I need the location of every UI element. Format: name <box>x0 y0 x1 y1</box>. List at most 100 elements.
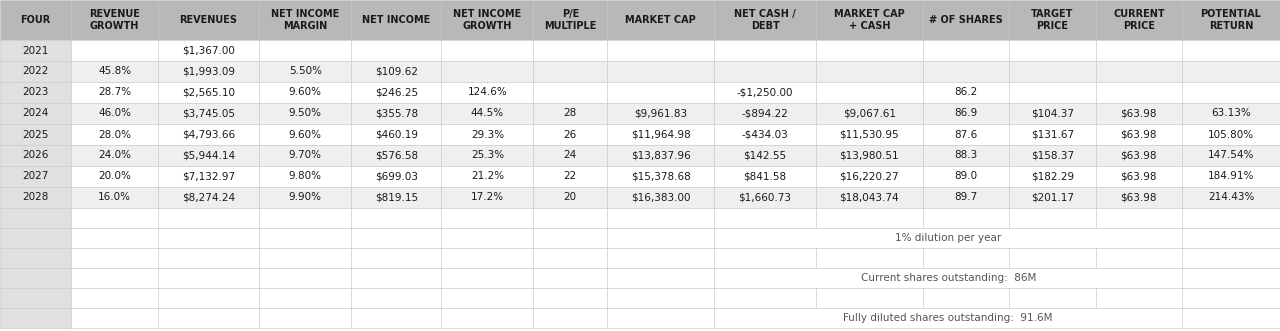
Text: 86.9: 86.9 <box>955 109 978 118</box>
Bar <box>352 308 442 328</box>
Bar <box>607 308 714 328</box>
Text: -$434.03: -$434.03 <box>741 129 788 139</box>
Bar <box>352 103 442 124</box>
Bar <box>352 145 442 166</box>
Text: $109.62: $109.62 <box>375 67 417 76</box>
Bar <box>260 145 352 166</box>
Bar <box>607 124 714 145</box>
Text: 5.50%: 5.50% <box>289 67 321 76</box>
Bar <box>815 40 923 61</box>
Bar <box>352 228 442 248</box>
Bar <box>72 248 157 268</box>
Text: 28.7%: 28.7% <box>99 87 131 98</box>
Bar <box>1181 166 1280 187</box>
Bar <box>1009 124 1096 145</box>
Text: $4,793.66: $4,793.66 <box>182 129 236 139</box>
Bar <box>157 288 260 308</box>
Bar <box>442 124 534 145</box>
Bar <box>1009 0 1096 40</box>
Text: $7,132.97: $7,132.97 <box>182 171 236 181</box>
Text: 28.0%: 28.0% <box>99 129 131 139</box>
Bar <box>607 208 714 228</box>
Text: $104.37: $104.37 <box>1030 109 1074 118</box>
Bar <box>442 187 534 208</box>
Bar <box>72 145 157 166</box>
Bar <box>714 124 815 145</box>
Bar <box>607 82 714 103</box>
Bar <box>442 40 534 61</box>
Text: $9,961.83: $9,961.83 <box>634 109 687 118</box>
Bar <box>923 208 1009 228</box>
Bar <box>0 187 72 208</box>
Bar <box>442 145 534 166</box>
Text: 88.3: 88.3 <box>955 151 978 161</box>
Bar <box>1009 61 1096 82</box>
Text: 9.70%: 9.70% <box>289 151 321 161</box>
Bar <box>815 61 923 82</box>
Bar <box>0 124 72 145</box>
Bar <box>1181 208 1280 228</box>
Text: -$1,250.00: -$1,250.00 <box>737 87 794 98</box>
Bar <box>442 0 534 40</box>
Text: Current shares outstanding:  86M: Current shares outstanding: 86M <box>860 273 1036 283</box>
Bar <box>923 248 1009 268</box>
Bar <box>157 208 260 228</box>
Bar <box>923 145 1009 166</box>
Text: $63.98: $63.98 <box>1120 193 1157 203</box>
Bar <box>923 40 1009 61</box>
Text: 22: 22 <box>563 171 577 181</box>
Bar <box>714 208 815 228</box>
Bar <box>607 145 714 166</box>
Bar <box>1181 187 1280 208</box>
Bar <box>1181 40 1280 61</box>
Text: Fully diluted shares outstanding:  91.6M: Fully diluted shares outstanding: 91.6M <box>844 313 1053 323</box>
Bar <box>352 82 442 103</box>
Bar <box>72 208 157 228</box>
Bar <box>352 208 442 228</box>
Text: $142.55: $142.55 <box>744 151 787 161</box>
Text: $16,383.00: $16,383.00 <box>631 193 690 203</box>
Bar <box>923 124 1009 145</box>
Bar <box>607 187 714 208</box>
Bar <box>1181 124 1280 145</box>
Text: 26: 26 <box>563 129 577 139</box>
Bar <box>260 308 352 328</box>
Bar <box>260 82 352 103</box>
Bar <box>72 40 157 61</box>
Text: $15,378.68: $15,378.68 <box>631 171 691 181</box>
Text: 1% dilution per year: 1% dilution per year <box>895 233 1001 243</box>
Bar <box>534 228 607 248</box>
Text: 9.50%: 9.50% <box>289 109 321 118</box>
Text: MARKET CAP
+ CASH: MARKET CAP + CASH <box>833 9 905 30</box>
Bar <box>352 0 442 40</box>
Text: 147.54%: 147.54% <box>1208 151 1254 161</box>
Bar <box>607 40 714 61</box>
Bar <box>534 268 607 288</box>
Bar <box>607 61 714 82</box>
Bar <box>442 103 534 124</box>
Text: 16.0%: 16.0% <box>99 193 131 203</box>
Text: 2022: 2022 <box>23 67 49 76</box>
Bar <box>0 0 72 40</box>
Bar <box>1009 187 1096 208</box>
Text: $1,367.00: $1,367.00 <box>182 45 236 56</box>
Bar <box>815 248 923 268</box>
Bar <box>607 268 714 288</box>
Bar <box>815 187 923 208</box>
Text: $9,067.61: $9,067.61 <box>842 109 896 118</box>
Bar <box>157 308 260 328</box>
Bar <box>714 187 815 208</box>
Bar <box>72 103 157 124</box>
Bar <box>714 145 815 166</box>
Bar <box>260 166 352 187</box>
Bar <box>352 248 442 268</box>
Bar <box>157 103 260 124</box>
Bar <box>1181 268 1280 288</box>
Bar <box>260 61 352 82</box>
Bar <box>72 308 157 328</box>
Bar <box>157 0 260 40</box>
Bar <box>714 228 1181 248</box>
Bar <box>714 0 815 40</box>
Bar <box>260 288 352 308</box>
Bar <box>157 61 260 82</box>
